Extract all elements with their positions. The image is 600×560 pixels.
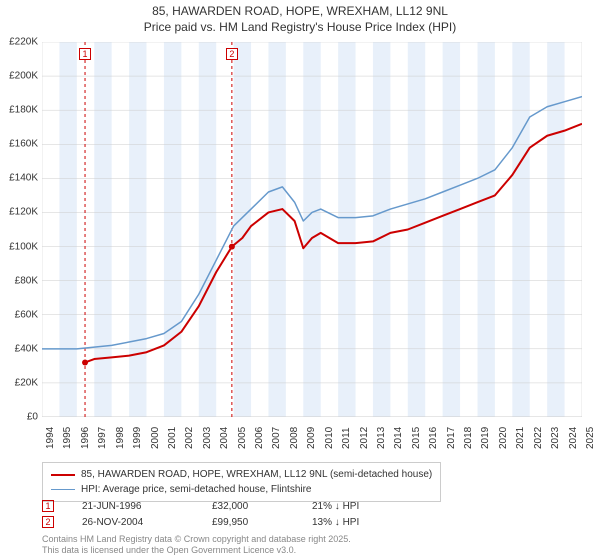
footer-note: Contains HM Land Registry data © Crown c… bbox=[42, 534, 351, 556]
y-tick-label: £160K bbox=[9, 139, 38, 150]
x-tick-label: 2005 bbox=[237, 427, 248, 449]
y-tick-label: £60K bbox=[15, 309, 38, 320]
chart-svg bbox=[42, 42, 582, 417]
x-tick-label: 2000 bbox=[150, 427, 161, 449]
marker-date-1: 21-JUN-1996 bbox=[82, 501, 212, 512]
x-tick-label: 1999 bbox=[132, 427, 143, 449]
chart-marker-1: 1 bbox=[79, 48, 91, 60]
title-line-2: Price paid vs. HM Land Registry's House … bbox=[0, 20, 600, 36]
x-tick-label: 1997 bbox=[97, 427, 108, 449]
marker-diff-2: 13% ↓ HPI bbox=[312, 517, 432, 528]
legend-label-hpi: HPI: Average price, semi-detached house,… bbox=[81, 482, 312, 497]
y-tick-label: £180K bbox=[9, 105, 38, 116]
title-line-1: 85, HAWARDEN ROAD, HOPE, WREXHAM, LL12 9… bbox=[0, 4, 600, 20]
x-tick-label: 2016 bbox=[428, 427, 439, 449]
footer-line-1: Contains HM Land Registry data © Crown c… bbox=[42, 534, 351, 545]
x-tick-label: 2013 bbox=[376, 427, 387, 449]
x-tick-label: 2020 bbox=[498, 427, 509, 449]
footer-line-2: This data is licensed under the Open Gov… bbox=[42, 545, 351, 556]
x-tick-label: 2018 bbox=[463, 427, 474, 449]
legend-label-price-paid: 85, HAWARDEN ROAD, HOPE, WREXHAM, LL12 9… bbox=[81, 467, 432, 482]
y-tick-label: £0 bbox=[27, 412, 38, 423]
x-tick-label: 2008 bbox=[289, 427, 300, 449]
x-tick-label: 2010 bbox=[324, 427, 335, 449]
x-tick-label: 2021 bbox=[515, 427, 526, 449]
x-tick-label: 2001 bbox=[167, 427, 178, 449]
chart-title: 85, HAWARDEN ROAD, HOPE, WREXHAM, LL12 9… bbox=[0, 0, 600, 35]
marker-num-1: 1 bbox=[42, 500, 54, 512]
x-tick-label: 2012 bbox=[359, 427, 370, 449]
marker-num-2: 2 bbox=[42, 516, 54, 528]
marker-price-1: £32,000 bbox=[212, 501, 312, 512]
markers-table: 1 21-JUN-1996 £32,000 21% ↓ HPI 2 26-NOV… bbox=[42, 498, 432, 530]
y-axis-labels: £0£20K£40K£60K£80K£100K£120K£140K£160K£1… bbox=[2, 42, 40, 417]
y-tick-label: £140K bbox=[9, 173, 38, 184]
x-tick-label: 2003 bbox=[202, 427, 213, 449]
legend-item-hpi: HPI: Average price, semi-detached house,… bbox=[51, 482, 432, 497]
x-tick-label: 2011 bbox=[341, 427, 352, 449]
x-tick-label: 2004 bbox=[219, 427, 230, 449]
x-tick-label: 1998 bbox=[115, 427, 126, 449]
y-tick-label: £200K bbox=[9, 71, 38, 82]
x-tick-label: 1995 bbox=[62, 427, 73, 449]
x-tick-label: 2017 bbox=[446, 427, 457, 449]
marker-row-1: 1 21-JUN-1996 £32,000 21% ↓ HPI bbox=[42, 498, 432, 514]
x-tick-label: 2015 bbox=[411, 427, 422, 449]
y-tick-label: £40K bbox=[15, 343, 38, 354]
chart-marker-2: 2 bbox=[226, 48, 238, 60]
y-tick-label: £120K bbox=[9, 207, 38, 218]
x-tick-label: 2024 bbox=[568, 427, 579, 449]
y-tick-label: £20K bbox=[15, 377, 38, 388]
marker-diff-1: 21% ↓ HPI bbox=[312, 501, 432, 512]
x-tick-label: 2025 bbox=[585, 427, 596, 449]
x-tick-label: 2009 bbox=[306, 427, 317, 449]
x-tick-label: 2022 bbox=[533, 427, 544, 449]
x-tick-label: 2019 bbox=[480, 427, 491, 449]
marker-date-2: 26-NOV-2004 bbox=[82, 517, 212, 528]
x-tick-label: 2014 bbox=[393, 427, 404, 449]
legend-swatch-price-paid bbox=[51, 474, 75, 476]
y-tick-label: £80K bbox=[15, 275, 38, 286]
x-tick-label: 2002 bbox=[184, 427, 195, 449]
x-tick-label: 1996 bbox=[80, 427, 91, 449]
chart-container: 85, HAWARDEN ROAD, HOPE, WREXHAM, LL12 9… bbox=[0, 0, 600, 560]
marker-row-2: 2 26-NOV-2004 £99,950 13% ↓ HPI bbox=[42, 514, 432, 530]
marker-price-2: £99,950 bbox=[212, 517, 312, 528]
legend-item-price-paid: 85, HAWARDEN ROAD, HOPE, WREXHAM, LL12 9… bbox=[51, 467, 432, 482]
x-axis-labels: 1994 1995 1996 1997 1998 1999 2000 2001 2002 2003… bbox=[42, 419, 582, 459]
y-tick-label: £220K bbox=[9, 37, 38, 48]
legend: 85, HAWARDEN ROAD, HOPE, WREXHAM, LL12 9… bbox=[42, 462, 441, 502]
x-tick-label: 2006 bbox=[254, 427, 265, 449]
x-tick-label: 2007 bbox=[271, 427, 282, 449]
x-tick-label: 1994 bbox=[45, 427, 56, 449]
x-tick-label: 2023 bbox=[550, 427, 561, 449]
chart-area: £0£20K£40K£60K£80K£100K£120K£140K£160K£1… bbox=[42, 42, 582, 417]
y-tick-label: £100K bbox=[9, 241, 38, 252]
legend-swatch-hpi bbox=[51, 489, 75, 490]
